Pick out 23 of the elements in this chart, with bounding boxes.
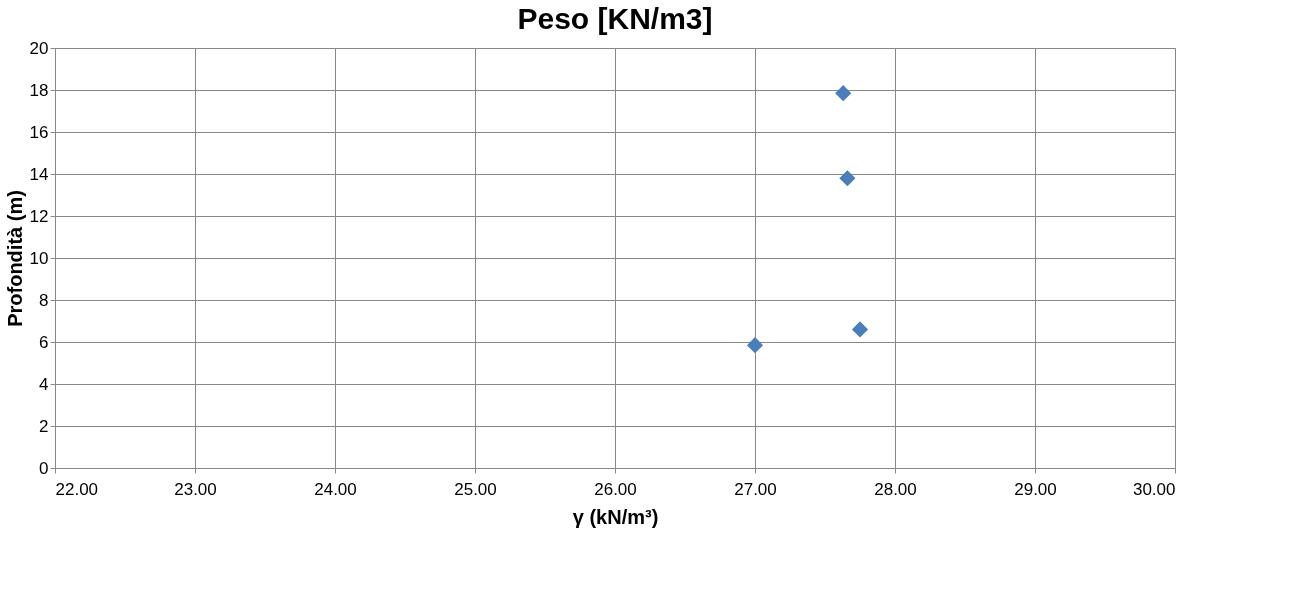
x-tick-label: 26.00 <box>594 479 637 499</box>
x-tick-label: 30.00 <box>1132 479 1176 499</box>
y-tick-label: 2 <box>39 416 49 436</box>
y-tick-label: 16 <box>29 122 49 142</box>
y-tick-label: 20 <box>29 38 49 58</box>
x-tick-label: 24.00 <box>314 479 357 499</box>
y-tick-label: 0 <box>39 458 49 478</box>
x-tick-label: 23.00 <box>174 479 217 499</box>
y-tick-label: 4 <box>39 374 49 394</box>
x-tick-label: 25.00 <box>454 479 497 499</box>
y-tick-label: 6 <box>39 332 49 352</box>
y-axis-title: Profondità (m) <box>3 190 26 327</box>
chart-title: Peso [KN/m3] <box>517 2 713 35</box>
x-tick-label: 27.00 <box>734 479 777 499</box>
x-tick-label: 22.00 <box>55 479 99 499</box>
x-tick-label: 29.00 <box>1014 479 1057 499</box>
y-tick-label: 10 <box>29 248 49 268</box>
x-tick-label: 28.00 <box>874 479 917 499</box>
y-tick-label: 8 <box>39 290 49 310</box>
x-axis-title: γ (kN/m³) <box>572 505 659 528</box>
y-tick-label: 18 <box>29 80 49 100</box>
y-tick-label: 12 <box>29 206 49 226</box>
y-tick-label: 14 <box>29 164 49 184</box>
